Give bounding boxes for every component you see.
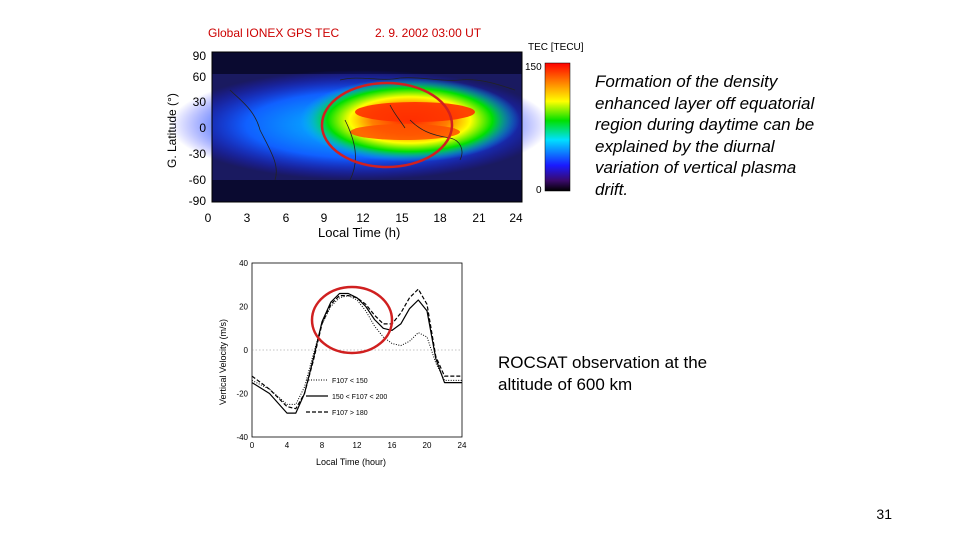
drift-series-line-2: [251, 288, 462, 410]
tec-ytick: -30: [189, 147, 207, 161]
drift-ytick: 40: [239, 259, 248, 268]
rocsat-caption: ROCSAT observation at the altitude of 60…: [498, 353, 708, 394]
drift-xtick: 8: [320, 441, 325, 450]
tec-xtick: 18: [433, 211, 447, 225]
tec-ytick: 0: [199, 121, 206, 135]
tec-ytick: -60: [189, 173, 207, 187]
colorbar-max: 150: [525, 62, 542, 73]
drift-xtick: 12: [353, 441, 362, 450]
tec-xtick: 9: [321, 211, 328, 225]
drift-ytick: 20: [239, 303, 248, 312]
tec-highlight-circle: [320, 81, 454, 169]
drift-xtick: 16: [388, 441, 397, 450]
drift-xtick: 0: [250, 441, 255, 450]
drift-plot-figure: Vertical Velocity (m/s) Local Time (hour…: [218, 259, 467, 467]
drift-legend: F107 < 150 150 < F107 < 200 F107 > 180: [306, 378, 387, 417]
colorbar-label: TEC [TECU]: [528, 42, 584, 53]
drift-ytick: -40: [236, 433, 248, 442]
drift-series-line-1: [251, 292, 462, 414]
tec-xtick: 3: [244, 211, 251, 225]
tec-map-xlabel: Local Time (h): [318, 225, 400, 240]
tec-ytick: 60: [193, 70, 207, 84]
explanation-text: Formation of the density enhanced layer …: [595, 72, 815, 199]
drift-xtick: 20: [423, 441, 432, 450]
tec-ytick: 30: [193, 95, 207, 109]
tec-map-figure: Global IONEX GPS TEC 2. 9. 2002 03:00 UT…: [165, 26, 584, 240]
drift-xtick: 24: [458, 441, 467, 450]
tec-map-date: 2. 9. 2002 03:00 UT: [375, 26, 482, 40]
legend-label: F107 > 180: [332, 410, 368, 417]
tec-xtick: 12: [356, 211, 370, 225]
drift-ytick: 0: [244, 346, 249, 355]
drift-plot-xlabel: Local Time (hour): [316, 457, 386, 467]
tec-colorbar: 150 0: [525, 62, 571, 196]
tec-xtick: 21: [472, 211, 486, 225]
drift-xtick: 4: [285, 441, 290, 450]
tec-ytick: -90: [189, 194, 207, 208]
legend-label: F107 < 150: [332, 378, 368, 385]
tec-map-plot: [170, 51, 550, 203]
tec-xtick: 0: [205, 211, 212, 225]
tec-map-title: Global IONEX GPS TEC: [208, 26, 339, 40]
tec-ytick: 90: [193, 49, 207, 63]
drift-plot-ylabel: Vertical Velocity (m/s): [218, 319, 228, 405]
tec-xtick: 15: [395, 211, 409, 225]
drift-highlight-circle: [310, 285, 394, 355]
colorbar-min: 0: [536, 185, 542, 196]
drift-ytick: -20: [236, 390, 248, 399]
page-number: 31: [876, 506, 892, 522]
tec-xtick: 6: [283, 211, 290, 225]
legend-label: 150 < F107 < 200: [332, 394, 387, 401]
tec-xtick: 24: [509, 211, 523, 225]
